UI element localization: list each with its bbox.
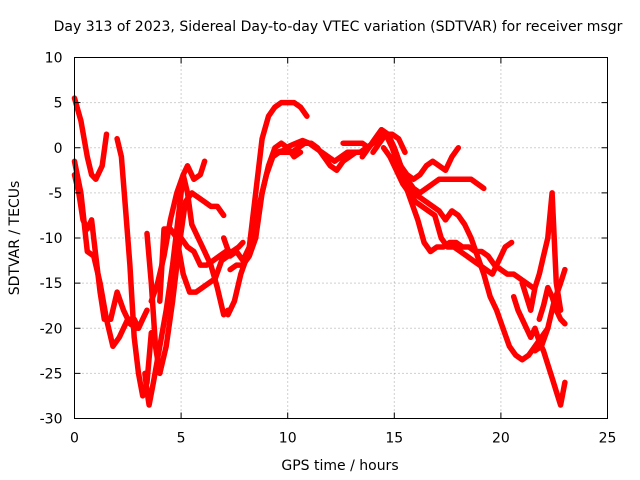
y-tick-label: -15 bbox=[40, 276, 63, 292]
y-axis-label: SDTVAR / TECUs bbox=[7, 181, 23, 296]
series-arc-5 bbox=[142, 158, 208, 408]
series-arc-3 bbox=[71, 158, 150, 350]
series-arc-10 bbox=[220, 99, 310, 264]
series-arc-19 bbox=[519, 190, 564, 313]
series-arc-22 bbox=[532, 266, 568, 354]
series-arc-12 bbox=[227, 140, 304, 273]
x-tick-label: 25 bbox=[599, 431, 617, 447]
y-tick-label: -10 bbox=[40, 231, 63, 247]
x-tick-label: 10 bbox=[279, 431, 297, 447]
x-tick-label: 15 bbox=[385, 431, 403, 447]
series-arc-17 bbox=[380, 145, 515, 277]
series-arc-21 bbox=[536, 284, 568, 327]
chart-title: Day 313 of 2023, Sidereal Day-to-day VTE… bbox=[54, 19, 623, 35]
x-tick-labels: 0 5 10 15 20 25 bbox=[70, 431, 616, 447]
y-tick-label: -30 bbox=[40, 412, 63, 428]
series-arc-20 bbox=[510, 293, 568, 408]
y-tick-label: 10 bbox=[45, 51, 63, 67]
y-tick-label: 0 bbox=[54, 141, 63, 157]
series-arc-4 bbox=[114, 135, 155, 399]
y-tick-label: 5 bbox=[54, 96, 63, 112]
y-tick-labels: 10 5 0 -5 -10 -15 -20 -25 -30 bbox=[40, 51, 63, 428]
y-tick-label: -20 bbox=[40, 321, 63, 337]
axis-ticks bbox=[74, 57, 608, 419]
x-tick-label: 20 bbox=[492, 431, 510, 447]
series-arc-6 bbox=[144, 190, 227, 377]
series-arc-15 bbox=[359, 126, 487, 196]
series-arc-1 bbox=[71, 95, 110, 183]
series-arc-18 bbox=[391, 154, 551, 363]
x-tick-label: 5 bbox=[177, 431, 186, 447]
data-series bbox=[71, 95, 568, 408]
series-arc-11 bbox=[225, 140, 359, 318]
x-axis-label: GPS time / hours bbox=[281, 458, 398, 474]
x-tick-label: 0 bbox=[70, 431, 79, 447]
y-tick-label: -25 bbox=[40, 366, 63, 382]
y-tick-label: -5 bbox=[49, 186, 63, 202]
series-arc-8 bbox=[157, 226, 238, 304]
